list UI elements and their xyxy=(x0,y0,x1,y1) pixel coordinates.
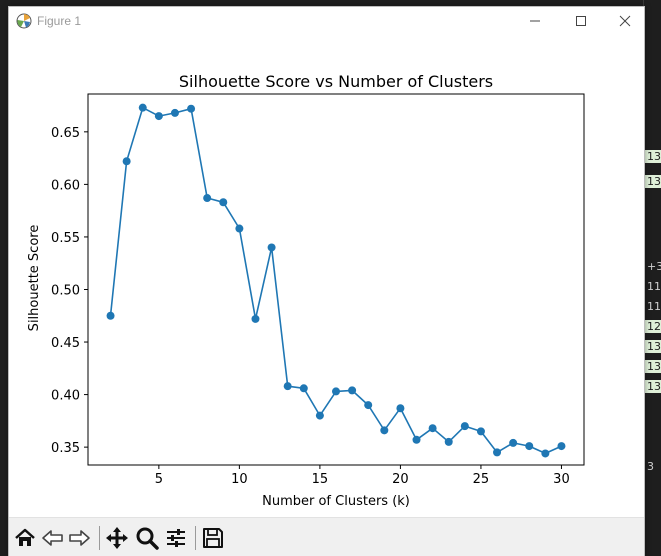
zoom-icon xyxy=(136,527,159,550)
background-left-strip xyxy=(0,0,10,556)
background-line: 13 xyxy=(644,175,661,188)
y-tick-label: 0.65 xyxy=(51,126,80,141)
data-point xyxy=(187,104,196,113)
data-point xyxy=(283,382,292,391)
maximize-button[interactable] xyxy=(558,7,604,35)
data-point xyxy=(525,442,534,451)
home-icon xyxy=(15,528,35,546)
data-point xyxy=(541,449,550,458)
data-point xyxy=(460,422,469,431)
configure-icon xyxy=(167,529,185,547)
data-point xyxy=(476,427,485,436)
data-point xyxy=(170,108,179,117)
background-line: 13 xyxy=(644,150,661,163)
data-point xyxy=(299,384,308,393)
save-button[interactable] xyxy=(199,524,227,552)
data-point xyxy=(412,435,421,444)
x-tick-label: 15 xyxy=(312,472,329,487)
minimize-button[interactable] xyxy=(512,7,558,35)
close-icon xyxy=(619,15,631,27)
data-point xyxy=(509,438,518,447)
background-line: 11 xyxy=(647,300,661,313)
data-point xyxy=(332,387,340,396)
maximize-icon xyxy=(576,16,586,26)
data-point xyxy=(315,411,324,420)
plot-area: 5 10 15 20 25 30 0.35 0.40 0.45 0.50 0.55 0.60 0.65 xyxy=(51,93,585,487)
figure-window: Figure 1 Silhouette Score vs Number of C… xyxy=(8,6,645,556)
save-icon xyxy=(203,528,223,548)
y-axis-label: Silhouette Score xyxy=(27,225,42,332)
navigation-toolbar xyxy=(9,517,644,556)
configure-subplots-button[interactable] xyxy=(162,524,190,552)
y-tick-label: 0.50 xyxy=(51,283,80,298)
data-point xyxy=(348,386,357,395)
y-tick-label: 0.45 xyxy=(51,336,80,351)
data-point xyxy=(235,224,244,233)
x-axis-label: Number of Clusters (k) xyxy=(262,494,410,509)
background-line: 12 xyxy=(644,320,661,333)
y-tick-label: 0.60 xyxy=(51,178,80,193)
x-tick-label: 10 xyxy=(231,472,248,487)
data-point xyxy=(219,198,228,207)
background-line: 11 xyxy=(647,280,661,293)
data-point xyxy=(557,442,566,451)
back-arrow-icon xyxy=(42,530,63,546)
data-point xyxy=(106,311,115,320)
background-line: 13 xyxy=(644,340,661,353)
minimize-icon xyxy=(530,20,540,22)
data-point xyxy=(364,401,373,410)
zoom-button[interactable] xyxy=(133,524,161,552)
data-point xyxy=(154,112,163,121)
figure-canvas[interactable]: Silhouette Score vs Number of Clusters N… xyxy=(9,35,644,517)
background-top-strip xyxy=(0,0,661,6)
x-tick-label: 30 xyxy=(553,472,570,487)
data-point xyxy=(122,157,131,166)
window-titlebar[interactable]: Figure 1 xyxy=(9,7,644,35)
data-point xyxy=(380,426,389,435)
pan-icon xyxy=(106,527,128,549)
window-title: Figure 1 xyxy=(37,14,82,28)
chart-title: Silhouette Score vs Number of Clusters xyxy=(179,72,493,91)
background-line: +3 xyxy=(647,260,661,273)
forward-button[interactable] xyxy=(65,524,93,552)
matplotlib-logo-icon xyxy=(16,13,32,29)
series-line xyxy=(109,106,562,455)
background-editor-panel: 13 13 +3 11 11 12 13 13 13 3 xyxy=(643,0,661,556)
data-point xyxy=(138,103,147,112)
data-point xyxy=(493,448,502,457)
y-tick-label: 0.35 xyxy=(51,441,80,456)
data-point xyxy=(251,314,260,323)
background-line: 3 xyxy=(647,460,654,473)
x-tick-label: 5 xyxy=(155,472,163,487)
toolbar-separator xyxy=(195,526,196,550)
y-tick-label: 0.55 xyxy=(51,231,80,246)
data-point xyxy=(428,424,437,433)
background-line: 13 xyxy=(644,380,661,393)
x-tick-label: 25 xyxy=(473,472,490,487)
data-point xyxy=(203,194,212,203)
forward-arrow-icon xyxy=(69,530,90,546)
y-tick-label: 0.40 xyxy=(51,389,80,404)
close-button[interactable] xyxy=(602,7,648,35)
back-button[interactable] xyxy=(39,524,67,552)
data-point xyxy=(267,243,276,252)
home-button[interactable] xyxy=(11,524,39,552)
data-point xyxy=(396,404,405,413)
toolbar-separator xyxy=(99,526,100,550)
chart-svg: Silhouette Score vs Number of Clusters N… xyxy=(27,72,585,509)
axes-frame xyxy=(87,93,585,466)
pan-button[interactable] xyxy=(103,524,131,552)
background-line: 13 xyxy=(644,360,661,373)
data-point xyxy=(444,437,453,446)
x-tick-label: 20 xyxy=(392,472,409,487)
